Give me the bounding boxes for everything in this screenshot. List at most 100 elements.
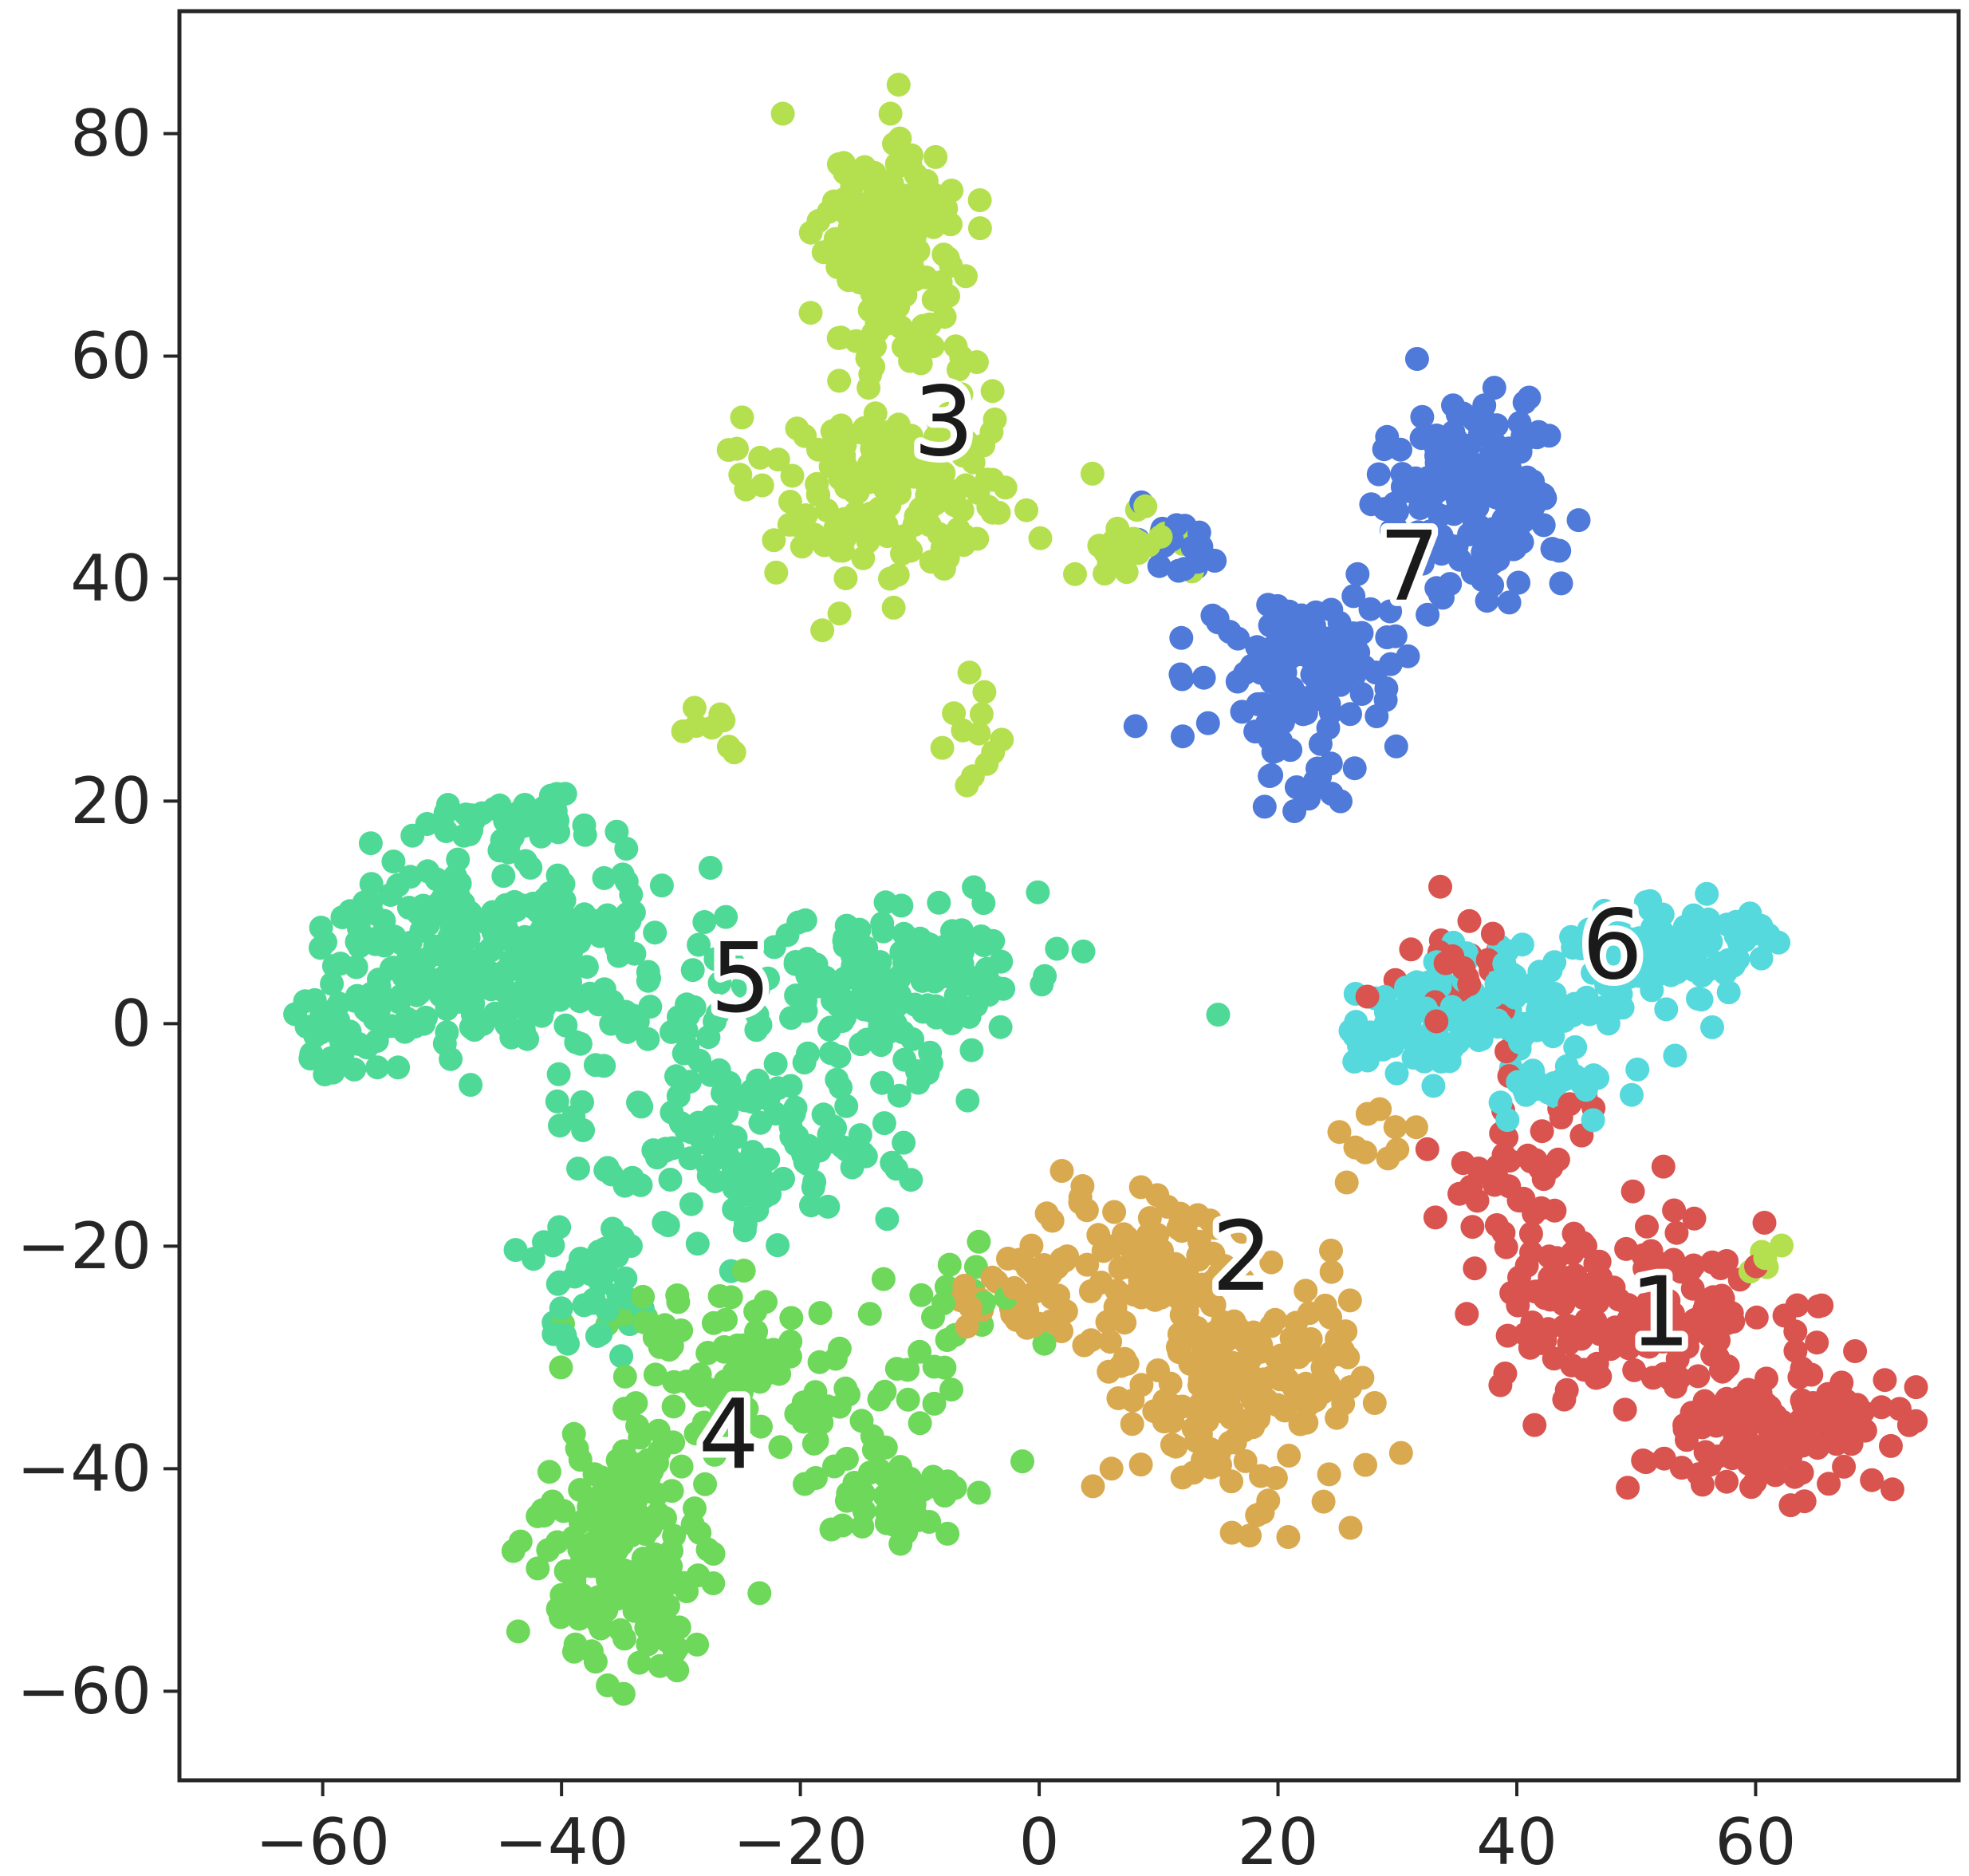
scatter-point-cluster-3 [762,528,786,553]
scatter-point-cluster-2 [1311,1489,1336,1514]
scatter-point-cluster-5 [652,1211,676,1235]
scatter-point-cluster-6 [1738,901,1762,926]
scatter-point-cluster-6 [1695,881,1719,906]
scatter-point-cluster-1 [1355,984,1380,1009]
scatter-point-cluster-2 [1129,1373,1154,1397]
scatter-point-cluster-4 [884,1357,909,1381]
scatter-point-cluster-3 [884,197,908,222]
scatter-point-cluster-5 [327,1024,352,1049]
scatter-point-cluster-5 [347,934,372,959]
scatter-point-cluster-4 [508,1529,533,1554]
scatter-point-cluster-4 [624,1508,648,1532]
scatter-point-cluster-1 [1869,1395,1894,1420]
scatter-point-cluster-3 [783,513,808,537]
scatter-point-cluster-4 [874,1511,899,1535]
scatter-point-cluster-2 [1343,1135,1368,1160]
scatter-point-cluster-1 [1539,1155,1564,1180]
scatter-point-cluster-6 [1716,980,1741,1005]
scatter-point-cluster-6 [1604,962,1628,987]
scatter-point-cluster-3 [836,458,860,483]
scatter-point-cluster-4 [768,1435,793,1460]
scatter-point-cluster-7 [1258,764,1282,788]
scatter-point-cluster-3 [980,379,1005,404]
scatter-point-cluster-6 [1695,958,1720,982]
scatter-point-cluster-2 [1019,1233,1044,1258]
scatter-point-cluster-1 [1554,1377,1579,1402]
points-layer [283,73,1928,1706]
scatter-point-cluster-4 [823,1346,848,1371]
scatter-point-cluster-6 [1384,1061,1409,1086]
scatter-point-cluster-5 [658,1168,683,1192]
y-tick-label: 20 [70,764,152,838]
scatter-point-cluster-3 [980,467,1005,492]
scatter-point-cluster-2 [1338,1375,1363,1400]
scatter-point-cluster-1 [1715,1469,1739,1494]
scatter-point-cluster-3 [892,283,917,308]
scatter-point-cluster-5 [513,793,538,817]
scatter-point-cluster-5 [892,1130,916,1155]
scatter-point-cluster-7 [1169,625,1194,650]
scatter-point-cluster-2 [1259,1314,1283,1338]
scatter-point-cluster-3 [885,441,910,466]
scatter-point-cluster-6 [1421,1074,1446,1098]
scatter-point-cluster-2 [1383,1115,1408,1140]
scatter-point-cluster-1 [1457,908,1482,933]
scatter-point-cluster-1 [1643,1289,1667,1314]
scatter-point-cluster-3 [957,660,982,685]
scatter-point-cluster-3 [889,469,914,494]
scatter-point-cluster-4 [596,1673,620,1697]
scatter-point-cluster-7 [1383,514,1408,539]
scatter-point-cluster-5 [988,1015,1013,1039]
scatter-point-cluster-5 [927,890,951,915]
scatter-point-cluster-6 [1532,980,1557,1005]
scatter-point-cluster-7 [1410,404,1435,429]
scatter-point-cluster-5 [723,1125,748,1149]
scatter-point-cluster-3 [684,714,708,739]
scatter-point-cluster-1 [1709,1358,1733,1382]
scatter-point-cluster-3 [829,325,853,350]
scatter-point-cluster-3 [830,538,855,563]
scatter-point-cluster-6 [1489,1013,1514,1038]
scatter-point-cluster-5 [614,869,639,894]
scatter-point-cluster-3 [873,219,898,244]
scatter-point-cluster-6 [1749,946,1774,971]
scatter-point-cluster-1 [1605,1326,1629,1350]
scatter-point-cluster-6 [1543,999,1568,1024]
scatter-point-cluster-2 [1230,1220,1254,1244]
scatter-point-cluster-4 [579,1539,604,1563]
scatter-point-cluster-5 [841,924,866,949]
scatter-point-cluster-4 [585,1610,610,1634]
scatter-point-cluster-5 [434,819,459,843]
scatter-point-cluster-2 [1355,1102,1380,1126]
scatter-point-cluster-7 [1349,682,1374,706]
scatter-point-cluster-4 [873,1464,898,1488]
scatter-point-cluster-4 [612,1439,636,1464]
scatter-point-cluster-6 [1492,952,1517,976]
scatter-point-cluster-7 [1346,640,1371,664]
scatter-point-cluster-4 [625,1413,650,1438]
scatter-point-cluster-3 [904,504,928,529]
scatter-point-cluster-5 [612,1173,637,1198]
scatter-point-cluster-7 [1467,423,1492,447]
scatter-point-cluster-6 [1506,1070,1530,1094]
scatter-point-cluster-6 [1732,928,1757,953]
scatter-point-cluster-4 [861,1437,886,1462]
y-tick-label: 80 [70,97,152,171]
scatter-point-cluster-4 [937,1252,962,1277]
scatter-point-cluster-4 [583,1649,608,1674]
scatter-point-cluster-7 [1507,411,1532,436]
scatter-point-cluster-4 [561,1639,586,1664]
scatter-point-cluster-2 [1317,1462,1341,1487]
scatter-point-cluster-3 [682,696,707,720]
scatter-point-cluster-5 [666,1084,691,1109]
scatter-point-cluster-4 [932,1355,957,1380]
scatter-point-cluster-3 [750,473,774,498]
scatter-point-cluster-5 [514,1025,538,1050]
scatter-point-cluster-4 [778,1344,802,1369]
scatter-point-cluster-3 [811,240,836,265]
scatter-point-cluster-1 [1571,1231,1596,1255]
scatter-point-cluster-7 [1378,652,1403,676]
scatter-point-cluster-4 [896,1387,920,1412]
scatter-point-cluster-1 [1686,1364,1711,1389]
scatter-point-cluster-4 [747,1581,772,1606]
